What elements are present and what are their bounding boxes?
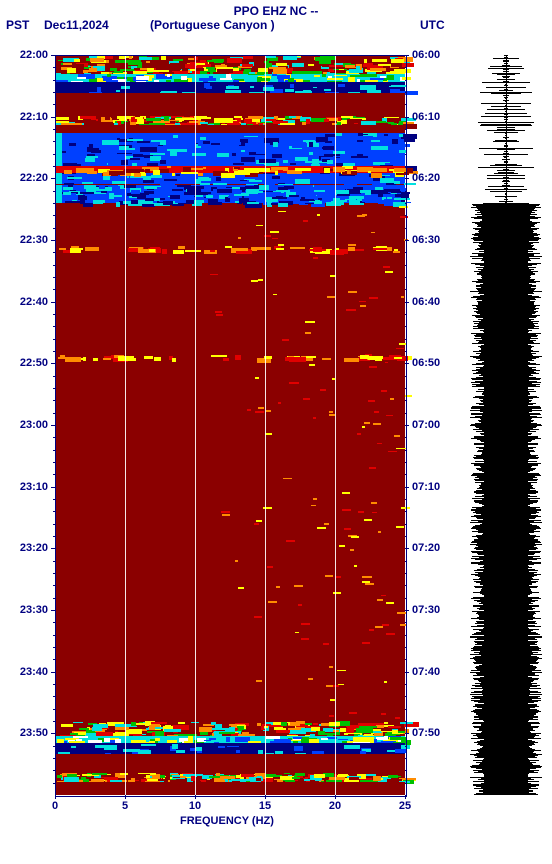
spectrogram-frame [55,55,407,797]
ytick-right: 07:50 [412,727,440,739]
ytick-right: 06:50 [412,357,440,369]
xtick: 25 [399,800,411,812]
ytick-right: 07:00 [412,419,440,431]
ytick-left: 23:30 [0,604,48,616]
ytick-left: 22:50 [0,357,48,369]
ytick-left: 22:30 [0,234,48,246]
title-line-2: (Portuguese Canyon ) [150,18,275,32]
ytick-right: 06:00 [412,49,440,61]
ytick-left: 23:10 [0,481,48,493]
xtick: 10 [189,800,201,812]
tz-right: UTC [420,18,445,32]
ytick-right: 07:30 [412,604,440,616]
date-label: Dec11,2024 [44,18,109,32]
ytick-left: 22:10 [0,111,48,123]
ytick-left: 23:20 [0,542,48,554]
ytick-left: 23:00 [0,419,48,431]
xtick: 5 [122,800,128,812]
x-axis-label: FREQUENCY (HZ) [180,815,274,827]
xtick: 0 [52,800,58,812]
ytick-right: 06:20 [412,172,440,184]
ytick-right: 06:30 [412,234,440,246]
ytick-left: 22:20 [0,172,48,184]
tz-left: PST [6,18,29,32]
ytick-right: 06:10 [412,111,440,123]
ytick-right: 07:20 [412,542,440,554]
ytick-right: 07:10 [412,481,440,493]
title-line-1: PPO EHZ NC -- [0,4,552,18]
ytick-left: 22:40 [0,296,48,308]
ytick-right: 07:40 [412,666,440,678]
xtick: 15 [259,800,271,812]
ytick-left: 23:40 [0,666,48,678]
waveform-plot [470,55,542,795]
xtick: 20 [329,800,341,812]
ytick-right: 06:40 [412,296,440,308]
ytick-left: 23:50 [0,727,48,739]
ytick-left: 22:00 [0,49,48,61]
